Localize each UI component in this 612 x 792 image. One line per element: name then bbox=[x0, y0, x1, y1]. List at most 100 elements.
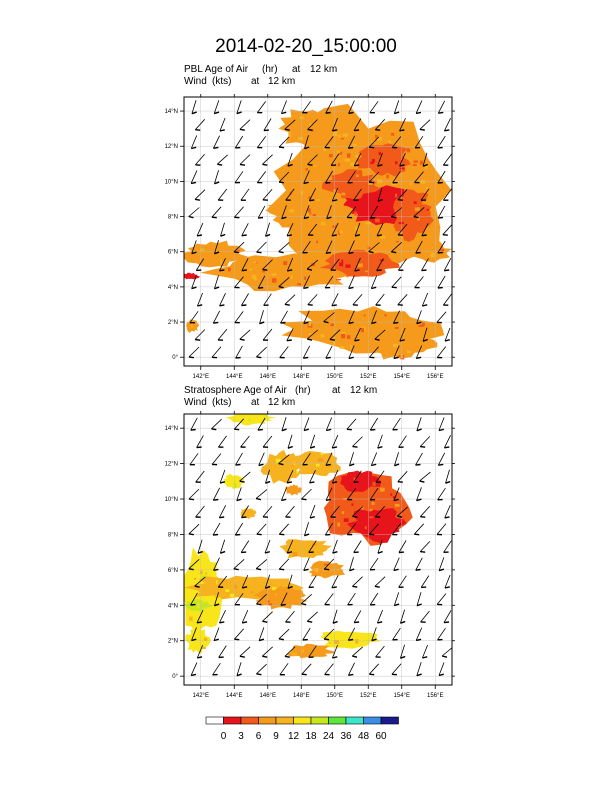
wind-barb-flag bbox=[444, 516, 450, 519]
speckle bbox=[384, 314, 387, 317]
wind-barb-shaft bbox=[188, 488, 200, 500]
wind-barb-shaft bbox=[262, 259, 273, 270]
wind-barb-shaft bbox=[281, 487, 287, 501]
wind-barb-flag bbox=[188, 356, 195, 359]
wind-barb-shaft bbox=[196, 435, 204, 448]
panel1-variable-name: PBL Age of Air bbox=[184, 64, 249, 75]
wind-barb-flag bbox=[393, 321, 399, 324]
speckle bbox=[337, 522, 340, 527]
speckle bbox=[341, 334, 346, 339]
speckle bbox=[309, 123, 312, 127]
wind-barb-flag bbox=[197, 304, 203, 307]
speckle bbox=[339, 152, 342, 155]
wind-barb-flag bbox=[213, 498, 219, 501]
speckle bbox=[234, 584, 237, 589]
wind-barb-flag bbox=[214, 286, 220, 290]
wind-barb-flag bbox=[196, 234, 203, 237]
wind-barb-shaft bbox=[212, 310, 221, 324]
wind-barb-shaft bbox=[346, 488, 357, 500]
speckle bbox=[406, 148, 411, 153]
wind-barb-shaft bbox=[419, 471, 431, 482]
wind-barb-shaft bbox=[212, 522, 221, 536]
wind-barb-shaft bbox=[399, 152, 406, 167]
wind-barb-shaft bbox=[438, 417, 445, 431]
wind-barb-flag bbox=[354, 269, 360, 272]
speckle bbox=[369, 516, 374, 519]
wind-barb-shaft bbox=[354, 328, 361, 341]
wind-barb-flag bbox=[303, 216, 309, 220]
wind-barb-flag bbox=[281, 498, 287, 502]
wind-barb-flag bbox=[195, 129, 201, 131]
wind-barb-shaft bbox=[443, 540, 452, 553]
wind-barb-flag bbox=[397, 199, 403, 201]
wind-barb-flag bbox=[281, 216, 287, 220]
panel2-wind-level: 12 km bbox=[268, 397, 295, 408]
x-tick-label: 142°E bbox=[193, 693, 209, 699]
y-tick-label: 6°N bbox=[168, 250, 178, 256]
wind-barb-shaft bbox=[256, 136, 267, 148]
wind-barb-shaft bbox=[444, 435, 451, 448]
x-tick-label: 156°E bbox=[427, 693, 443, 699]
wind-barb-shaft bbox=[217, 154, 228, 165]
wind-barb-shaft bbox=[323, 312, 335, 322]
wind-barb-flag bbox=[241, 234, 247, 237]
wind-barb-shaft bbox=[393, 100, 400, 114]
wind-barb-flag bbox=[324, 568, 330, 571]
wind-barb-flag bbox=[301, 603, 307, 606]
wind-barb-shaft bbox=[262, 328, 273, 341]
speckle bbox=[398, 354, 401, 358]
wind-barb-shaft bbox=[301, 594, 312, 604]
wind-barb-shaft bbox=[347, 170, 356, 184]
speckle bbox=[332, 341, 336, 346]
y-tick-label: 0° bbox=[172, 355, 178, 361]
wind-barb-shaft bbox=[235, 452, 243, 466]
wind-barb-shaft bbox=[415, 557, 423, 571]
speckle bbox=[395, 161, 398, 165]
speckle bbox=[374, 218, 380, 223]
wind-barb-shaft bbox=[233, 241, 245, 253]
wind-barb-shaft bbox=[391, 242, 402, 252]
speckle bbox=[360, 327, 364, 333]
wind-barb-flag bbox=[438, 568, 445, 572]
wind-barb-flag bbox=[349, 463, 355, 467]
wind-barb-shaft bbox=[438, 557, 445, 571]
wind-barb-shaft bbox=[391, 523, 402, 535]
y-tick-label: 6°N bbox=[168, 568, 178, 574]
panel2-variable-units: (hr) bbox=[295, 385, 311, 396]
wind-barb-shaft bbox=[346, 418, 357, 430]
wind-barb-flag bbox=[286, 234, 293, 237]
wind-barb-shaft bbox=[287, 152, 293, 167]
wind-barb-flag bbox=[239, 480, 245, 483]
speckle bbox=[336, 278, 341, 281]
wind-barb-flag bbox=[325, 111, 331, 114]
speckle bbox=[392, 496, 397, 499]
wind-barb-flag bbox=[354, 339, 360, 342]
wind-barb-shaft bbox=[348, 662, 355, 676]
wind-barb-flag bbox=[195, 338, 201, 341]
wind-barb-shaft bbox=[347, 627, 356, 641]
wind-barb-flag bbox=[376, 234, 383, 237]
wind-barb-flag bbox=[332, 551, 338, 554]
wind-barb-shaft bbox=[414, 276, 424, 288]
wind-barb-flag bbox=[352, 445, 358, 448]
wind-barb-flag bbox=[196, 446, 202, 449]
x-tick-label: 146°E bbox=[260, 693, 276, 699]
speckle bbox=[386, 174, 389, 179]
wind-barb-flag bbox=[191, 111, 197, 115]
y-tick-label: 10°N bbox=[165, 179, 178, 185]
wind-barb-flag bbox=[214, 603, 220, 607]
wind-barb-flag bbox=[438, 428, 444, 432]
panel1-grid bbox=[184, 97, 452, 366]
wind-barb-flag bbox=[239, 655, 245, 658]
speckle bbox=[297, 283, 302, 286]
speckle bbox=[414, 207, 421, 212]
wind-barb-flag bbox=[301, 498, 307, 501]
speckle bbox=[341, 192, 346, 196]
wind-barb-shaft bbox=[284, 646, 296, 657]
speckle bbox=[409, 182, 412, 186]
speckle bbox=[341, 511, 345, 515]
wind-barb-shaft bbox=[414, 135, 424, 149]
wind-barb-shaft bbox=[416, 310, 422, 324]
speckle bbox=[380, 235, 386, 239]
speckle bbox=[332, 131, 338, 136]
